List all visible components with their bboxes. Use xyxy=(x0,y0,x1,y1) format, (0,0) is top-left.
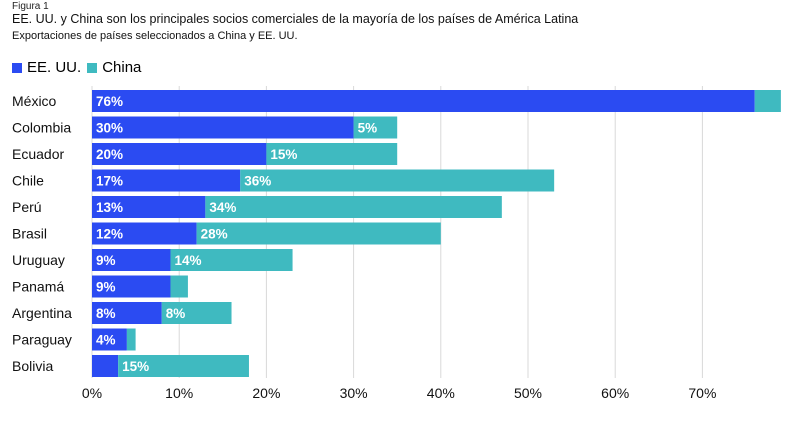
x-tick-label: 60% xyxy=(601,385,629,401)
x-tick-label: 50% xyxy=(514,385,542,401)
data-label: 20% xyxy=(96,147,123,162)
legend-item-china: China xyxy=(87,59,141,76)
bar-segment-china xyxy=(205,196,502,218)
chart-title: EE. UU. y China son los principales soci… xyxy=(12,12,579,26)
category-label: Paraguay xyxy=(12,332,72,348)
bar-segment-ee-uu xyxy=(92,143,267,165)
category-label: Ecuador xyxy=(12,146,64,162)
category-label: Chile xyxy=(12,173,44,189)
category-label: Panamá xyxy=(12,279,64,295)
bar-segment-china xyxy=(240,169,555,192)
chart-subtitle: Exportaciones de países seleccionados a … xyxy=(12,30,298,42)
data-label: 9% xyxy=(96,253,116,268)
bar-segment-ee-uu xyxy=(92,196,206,218)
category-label: Perú xyxy=(12,199,42,215)
category-label: Uruguay xyxy=(12,252,65,268)
bar-segment-china xyxy=(170,249,293,271)
x-tick-label: 30% xyxy=(340,385,368,401)
category-label: Brasil xyxy=(12,226,47,242)
data-label: 13% xyxy=(96,200,123,215)
bar-segment-ee-uu xyxy=(92,249,171,271)
bar-segment-ee-uu xyxy=(92,90,755,112)
data-label: 36% xyxy=(244,174,271,189)
category-label: Colombia xyxy=(12,120,71,136)
bar-segment-ee-uu xyxy=(92,302,162,324)
data-label: 30% xyxy=(96,121,123,136)
figure-label: Figura 1 xyxy=(12,1,49,12)
legend-label-china: China xyxy=(102,59,142,76)
data-label: 8% xyxy=(166,306,186,321)
data-label: 34% xyxy=(209,200,236,215)
data-label: 8% xyxy=(96,306,116,321)
bar-segment-ee-uu xyxy=(92,222,197,245)
bar-segment-ee-uu xyxy=(92,355,119,377)
legend-label-ee-uu: EE. UU. xyxy=(27,59,82,76)
x-tick-label: 70% xyxy=(688,385,716,401)
data-label: 15% xyxy=(122,359,149,374)
bar-segment-ee-uu xyxy=(92,116,354,139)
x-tick-label: 10% xyxy=(165,385,193,401)
bar-segment-ee-uu xyxy=(92,169,241,192)
x-tick-label: 40% xyxy=(427,385,455,401)
x-tick-label: 20% xyxy=(252,385,280,401)
data-label: 28% xyxy=(201,227,228,242)
chart-legend: EE. UU. China xyxy=(12,59,147,76)
bar-segment-china xyxy=(118,355,249,377)
data-label: 14% xyxy=(174,253,201,268)
data-label: 12% xyxy=(96,227,123,242)
x-tick-label: 0% xyxy=(82,385,102,401)
bar-segment-ee-uu xyxy=(92,328,127,351)
category-label: México xyxy=(12,93,57,109)
bar-segment-china xyxy=(754,90,781,112)
legend-swatch-china xyxy=(87,62,98,73)
bar-segment-china xyxy=(196,222,441,245)
data-label: 9% xyxy=(96,280,116,295)
bar-segment-china xyxy=(170,275,188,298)
category-label: Bolivia xyxy=(12,358,53,374)
bar-segment-china xyxy=(126,328,136,351)
data-label: 17% xyxy=(96,174,123,189)
bar-segment-china xyxy=(353,116,398,139)
bar-segment-china xyxy=(266,143,398,165)
data-label: 15% xyxy=(270,147,297,162)
legend-item-ee-uu: EE. UU. xyxy=(12,59,81,76)
legend-swatch-ee-uu xyxy=(12,62,22,73)
bar-segment-china xyxy=(161,302,232,324)
data-label: 76% xyxy=(96,94,123,109)
data-label: 4% xyxy=(96,333,116,348)
bar-segment-ee-uu xyxy=(92,275,171,298)
category-label: Argentina xyxy=(12,305,72,321)
data-label: 5% xyxy=(358,121,378,136)
